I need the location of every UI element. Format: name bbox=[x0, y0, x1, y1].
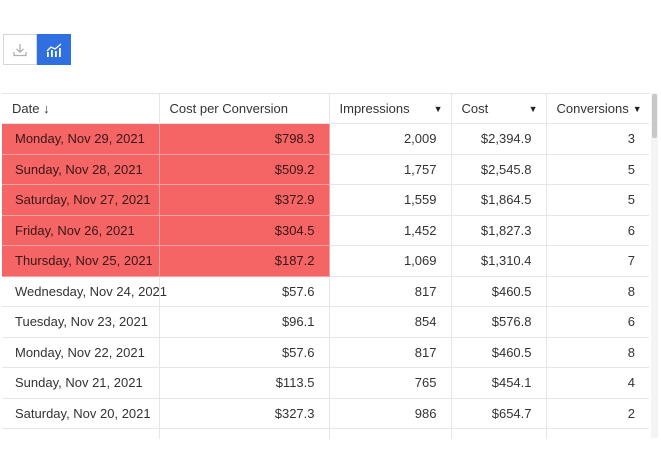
cell-impressions: 854 bbox=[329, 306, 452, 338]
cell-cost-per-conversion: $327.3 bbox=[159, 398, 330, 429]
table-row bbox=[2, 428, 649, 439]
table-row: Monday, Nov 29, 2021 $798.3 2,009 $2,394.9 3 bbox=[2, 123, 649, 155]
cell-cost: $2,394.9 bbox=[451, 123, 547, 155]
data-table-container: Date ↓ Cost per Conversion Impressions ▼… bbox=[2, 93, 650, 439]
column-header-cost-per-conversion[interactable]: Cost per Conversion bbox=[159, 94, 330, 124]
download-button[interactable] bbox=[3, 34, 37, 65]
cell-date bbox=[2, 428, 160, 439]
cell-cost-per-conversion bbox=[159, 428, 330, 439]
table-row: Monday, Nov 22, 2021 $57.6 817 $460.5 8 bbox=[2, 337, 649, 368]
cell-date: Monday, Nov 22, 2021 bbox=[2, 337, 160, 368]
cell-conversions: 7 bbox=[546, 245, 649, 277]
table-row: Friday, Nov 26, 2021 $304.5 1,452 $1,827.3 6 bbox=[2, 215, 649, 246]
cell-impressions: 986 bbox=[329, 398, 452, 429]
cell-date: Sunday, Nov 28, 2021 bbox=[2, 154, 160, 185]
cell-conversions: 5 bbox=[546, 154, 649, 185]
cell-date: Sunday, Nov 21, 2021 bbox=[2, 367, 160, 399]
cell-cost-per-conversion: $57.6 bbox=[159, 276, 330, 307]
table-header-row: Date ↓ Cost per Conversion Impressions ▼… bbox=[2, 94, 649, 124]
column-header-impressions[interactable]: Impressions ▼ bbox=[329, 94, 452, 124]
cell-impressions: 1,069 bbox=[329, 245, 452, 277]
cell-conversions: 4 bbox=[546, 367, 649, 399]
bar-chart-icon bbox=[46, 43, 61, 57]
data-table: Date ↓ Cost per Conversion Impressions ▼… bbox=[2, 94, 649, 439]
dropdown-caret-icon[interactable]: ▼ bbox=[632, 103, 642, 114]
cell-cost: $1,827.3 bbox=[451, 215, 547, 246]
cell-cost: $1,310.4 bbox=[451, 245, 547, 277]
cell-impressions: 2,009 bbox=[329, 123, 452, 155]
cell-date: Thursday, Nov 25, 2021 bbox=[2, 245, 160, 277]
cell-conversions: 8 bbox=[546, 276, 649, 307]
download-icon bbox=[13, 43, 27, 56]
cell-conversions: 8 bbox=[546, 337, 649, 368]
cell-date: Saturday, Nov 27, 2021 bbox=[2, 184, 160, 216]
cell-cost-per-conversion: $509.2 bbox=[159, 154, 330, 185]
table-row: Thursday, Nov 25, 2021 $187.2 1,069 $1,310.… bbox=[2, 245, 649, 277]
cell-conversions: 6 bbox=[546, 215, 649, 246]
table-row: Wednesday, Nov 24, 2021 $57.6 817 $460.5 8 bbox=[2, 276, 649, 307]
scrollbar-track[interactable] bbox=[651, 93, 658, 438]
cell-cost: $460.5 bbox=[451, 337, 547, 368]
column-header-label: Conversions bbox=[556, 101, 629, 116]
cell-date: Saturday, Nov 20, 2021 bbox=[2, 398, 160, 429]
cell-cost-per-conversion: $798.3 bbox=[159, 123, 330, 155]
column-header-label: Impressions bbox=[339, 101, 410, 116]
cell-cost: $1,864.5 bbox=[451, 184, 547, 216]
cell-date: Tuesday, Nov 23, 2021 bbox=[2, 306, 160, 338]
cell-impressions: 1,757 bbox=[329, 154, 452, 185]
cell-impressions bbox=[329, 428, 452, 439]
cell-cost: $576.8 bbox=[451, 306, 547, 338]
cell-cost: $454.1 bbox=[451, 367, 547, 399]
cell-cost-per-conversion: $304.5 bbox=[159, 215, 330, 246]
cell-date: Monday, Nov 29, 2021 bbox=[2, 123, 160, 155]
table-row: Saturday, Nov 20, 2021 $327.3 986 $654.7 2 bbox=[2, 398, 649, 429]
cell-cost bbox=[451, 428, 547, 439]
dropdown-caret-icon[interactable]: ▼ bbox=[528, 103, 538, 114]
cell-cost: $460.5 bbox=[451, 276, 547, 307]
cell-conversions: 5 bbox=[546, 184, 649, 216]
dropdown-caret-icon[interactable]: ▼ bbox=[433, 103, 443, 114]
cell-conversions: 3 bbox=[546, 123, 649, 155]
cell-cost-per-conversion: $187.2 bbox=[159, 245, 330, 277]
column-header-label: Cost bbox=[461, 101, 489, 116]
table-row: Saturday, Nov 27, 2021 $372.9 1,559 $1,864.… bbox=[2, 184, 649, 216]
cell-cost: $2,545.8 bbox=[451, 154, 547, 185]
cell-conversions: 2 bbox=[546, 398, 649, 429]
cell-cost-per-conversion: $113.5 bbox=[159, 367, 330, 399]
cell-date: Friday, Nov 26, 2021 bbox=[2, 215, 160, 246]
scrollbar-thumb[interactable] bbox=[652, 94, 657, 138]
chart-view-button[interactable] bbox=[37, 34, 71, 65]
cell-cost-per-conversion: $96.1 bbox=[159, 306, 330, 338]
column-header-conversions[interactable]: Conversions ▼ bbox=[546, 94, 649, 124]
sort-arrow-icon: ↓ bbox=[43, 101, 50, 116]
cell-conversions bbox=[546, 428, 649, 439]
cell-impressions: 817 bbox=[329, 337, 452, 368]
cell-cost-per-conversion: $57.6 bbox=[159, 337, 330, 368]
cell-conversions: 6 bbox=[546, 306, 649, 338]
column-header-label: Cost per Conversion bbox=[169, 101, 289, 116]
cell-cost-per-conversion: $372.9 bbox=[159, 184, 330, 216]
column-header-label: Date bbox=[12, 101, 40, 116]
column-header-date[interactable]: Date ↓ bbox=[2, 94, 160, 124]
table-row: Sunday, Nov 21, 2021 $113.5 765 $454.1 4 bbox=[2, 367, 649, 399]
table-row: Sunday, Nov 28, 2021 $509.2 1,757 $2,545.8 5 bbox=[2, 154, 649, 185]
cell-date: Wednesday, Nov 24, 2021 bbox=[2, 276, 167, 307]
cell-impressions: 1,452 bbox=[329, 215, 452, 246]
cell-impressions: 765 bbox=[329, 367, 452, 399]
cell-impressions: 817 bbox=[329, 276, 452, 307]
cell-cost: $654.7 bbox=[451, 398, 547, 429]
cell-impressions: 1,559 bbox=[329, 184, 452, 216]
column-header-cost[interactable]: Cost ▼ bbox=[451, 94, 547, 124]
table-row: Tuesday, Nov 23, 2021 $96.1 854 $576.8 6 bbox=[2, 306, 649, 338]
toolbar bbox=[3, 34, 71, 67]
